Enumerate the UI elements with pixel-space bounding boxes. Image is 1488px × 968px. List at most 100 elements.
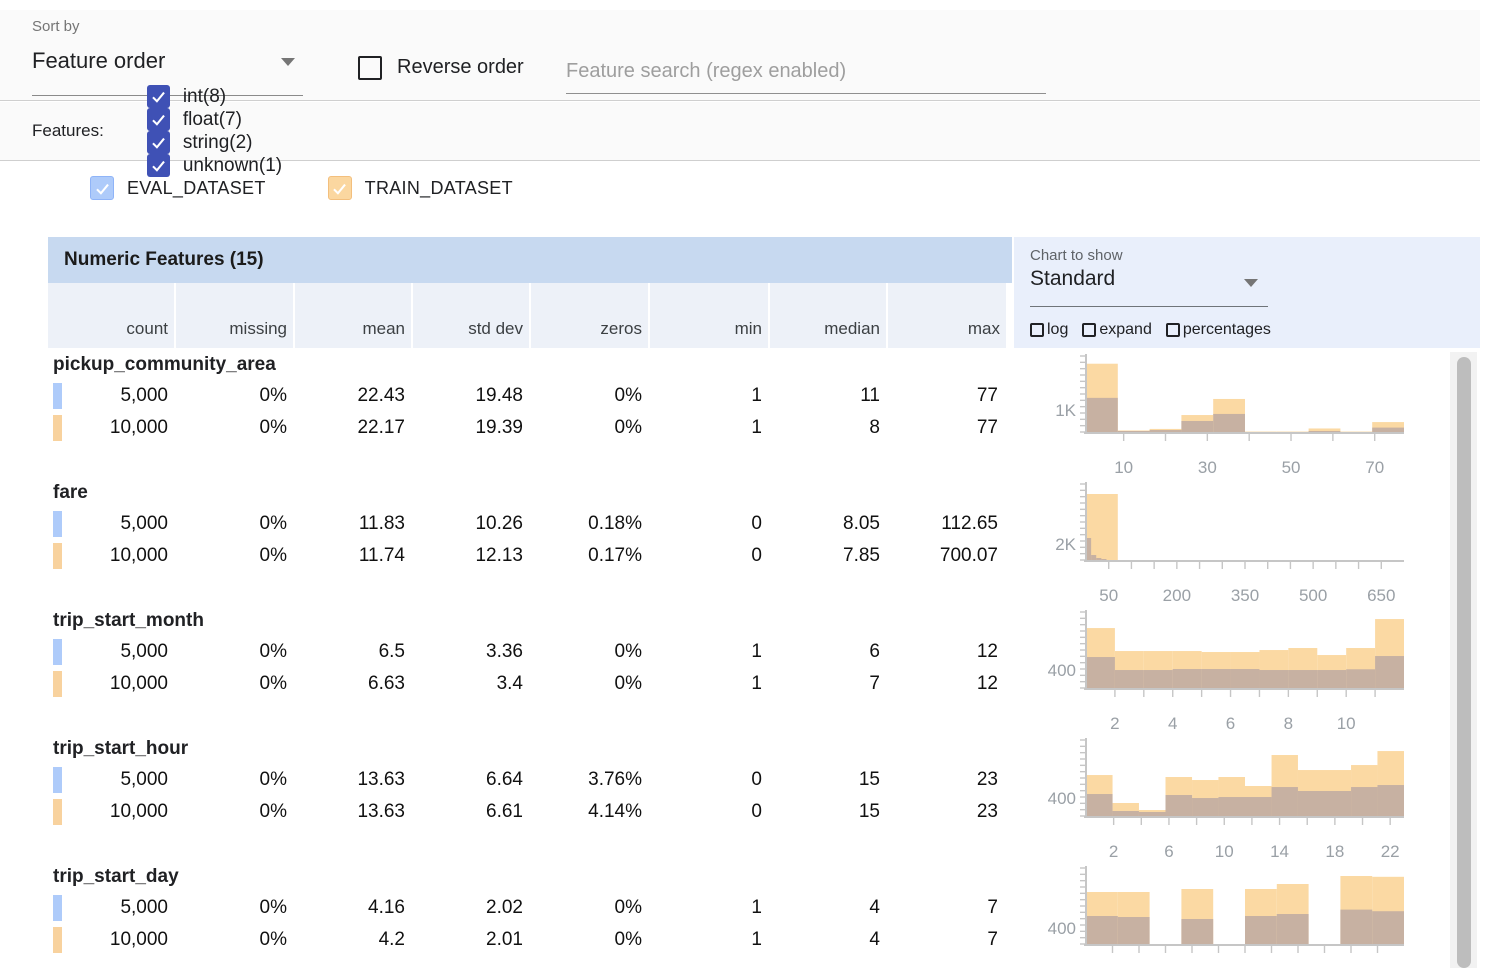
histogram-bar — [1086, 916, 1118, 944]
checkbox-unchecked-icon — [1166, 323, 1180, 337]
histogram-bar — [1166, 795, 1193, 816]
vertical-scrollbar — [1450, 352, 1477, 968]
feature-name: fare — [48, 480, 1012, 508]
overview-content: Numeric Features (15) countmissingmeanst… — [48, 237, 1480, 968]
stat-cell-min: 0 — [650, 540, 770, 572]
stat-cell-std-dev: 2.01 — [413, 924, 531, 956]
stat-cell-median: 7 — [770, 668, 888, 700]
stat-cell-mean: 4.16 — [295, 892, 413, 924]
histogram-bar — [1377, 785, 1404, 816]
stat-cell-max: 7 — [888, 892, 1006, 924]
feature-rows: pickup_community_area5,0000%22.4319.480%… — [48, 348, 1012, 968]
stat-cell-min: 0 — [650, 796, 770, 828]
histogram-bar — [1231, 669, 1260, 688]
stat-cell-count: 10,000 — [48, 540, 176, 572]
histogram-bar — [1372, 428, 1404, 432]
svg-text:2: 2 — [1110, 714, 1119, 733]
dataset-legend-item[interactable]: EVAL_DATASET — [90, 176, 266, 200]
svg-text:400: 400 — [1048, 789, 1076, 808]
stat-cell-median: 8.05 — [770, 508, 888, 540]
stat-cell-median: 4 — [770, 892, 888, 924]
dataset-legend-item[interactable]: TRAIN_DATASET — [328, 176, 513, 200]
chevron-down-icon — [281, 58, 295, 66]
eval-dataset-chip — [53, 895, 62, 921]
feature-type-filter[interactable]: string(2) — [147, 131, 282, 154]
train-dataset-chip — [53, 799, 62, 825]
svg-text:6: 6 — [1164, 842, 1173, 861]
histogram-bar — [1317, 670, 1346, 688]
histogram-bar — [1091, 555, 1096, 560]
column-header-count: count — [48, 283, 176, 348]
stat-cell-mean: 13.63 — [295, 796, 413, 828]
svg-text:200: 200 — [1163, 586, 1191, 605]
feature-block: trip_start_day5,0000%4.162.020%14710,000… — [48, 860, 1012, 968]
histogram-bar — [1086, 398, 1118, 432]
scrollbar-thumb[interactable] — [1457, 357, 1471, 968]
sort-by-value: Feature order — [32, 48, 165, 74]
checkbox-checked-icon — [147, 108, 170, 131]
column-header-max: max — [888, 283, 1006, 348]
chart-type-dropdown[interactable]: Standard — [1030, 265, 1268, 307]
chart-option-percentages[interactable]: percentages — [1166, 321, 1271, 339]
svg-text:6: 6 — [1226, 714, 1235, 733]
feature-type-filter[interactable]: int(8) — [147, 85, 282, 108]
histogram-bar — [1346, 669, 1375, 688]
svg-text:22: 22 — [1381, 842, 1400, 861]
dataset-label: EVAL_DATASET — [127, 178, 266, 199]
reverse-order-label: Reverse order — [397, 56, 524, 79]
histogram-bar — [1213, 414, 1245, 432]
stat-cell-count: 10,000 — [48, 924, 176, 956]
histogram-bar — [1277, 914, 1309, 944]
chart-option-expand[interactable]: expand — [1082, 321, 1152, 339]
histogram-bar — [1118, 431, 1150, 432]
histogram-bar — [1340, 910, 1372, 944]
checkbox-checked-icon — [328, 176, 352, 200]
histogram-bar — [1181, 919, 1213, 944]
stat-cell-count: 10,000 — [48, 796, 176, 828]
stat-cell-max: 12 — [888, 636, 1006, 668]
stat-cell-std-dev: 2.02 — [413, 892, 531, 924]
histogram-bar — [1288, 670, 1317, 688]
reverse-order-checkbox[interactable] — [358, 56, 382, 80]
checkbox-checked-icon — [90, 176, 114, 200]
svg-text:4: 4 — [1168, 714, 1177, 733]
stat-cell-std-dev: 12.13 — [413, 540, 531, 572]
stat-cell-max: 700.07 — [888, 540, 1006, 572]
check-icon — [149, 156, 168, 175]
filter-label: float(7) — [183, 109, 242, 131]
histogram-bar — [1144, 670, 1173, 688]
feature-search-input[interactable] — [566, 50, 1046, 94]
filter-label: int(8) — [183, 86, 226, 108]
chart-option-label: percentages — [1183, 321, 1271, 339]
svg-text:650: 650 — [1367, 586, 1395, 605]
histogram-bar — [1309, 431, 1341, 432]
stat-cell-zeros: 0% — [531, 412, 650, 444]
histogram-bar — [1096, 558, 1101, 560]
stat-cell-missing: 0% — [176, 764, 295, 796]
histogram-bar — [1139, 812, 1166, 816]
feature-type-filter[interactable]: float(7) — [147, 108, 282, 131]
stat-cell-mean: 6.63 — [295, 668, 413, 700]
svg-text:10: 10 — [1114, 458, 1133, 477]
svg-text:2: 2 — [1109, 842, 1118, 861]
stat-cell-median: 15 — [770, 764, 888, 796]
svg-text:14: 14 — [1270, 842, 1289, 861]
chevron-down-icon — [1244, 279, 1258, 287]
chart-type-value: Standard — [1030, 267, 1115, 291]
chart-option-log[interactable]: log — [1030, 321, 1068, 339]
stat-cell-min: 1 — [650, 380, 770, 412]
check-icon — [149, 133, 168, 152]
eval-dataset-chip — [53, 511, 62, 537]
eval-stat-row: 5,0000%11.8310.260.18%08.05112.65 — [48, 508, 1012, 540]
sort-by-label: Sort by — [32, 18, 80, 35]
histogram-bar — [1272, 787, 1298, 816]
stat-cell-zeros: 4.14% — [531, 796, 650, 828]
checkbox-unchecked-icon — [1030, 323, 1044, 337]
svg-text:10: 10 — [1215, 842, 1234, 861]
train-stat-row: 10,0000%22.1719.390%1877 — [48, 412, 1012, 444]
eval-dataset-chip — [53, 767, 62, 793]
stat-cell-median: 11 — [770, 380, 888, 412]
histogram-trip_start_month: 400246810 — [1014, 608, 1454, 736]
numeric-features-table: Numeric Features (15) countmissingmeanst… — [48, 237, 1012, 968]
feature-type-filter[interactable]: unknown(1) — [147, 154, 282, 177]
